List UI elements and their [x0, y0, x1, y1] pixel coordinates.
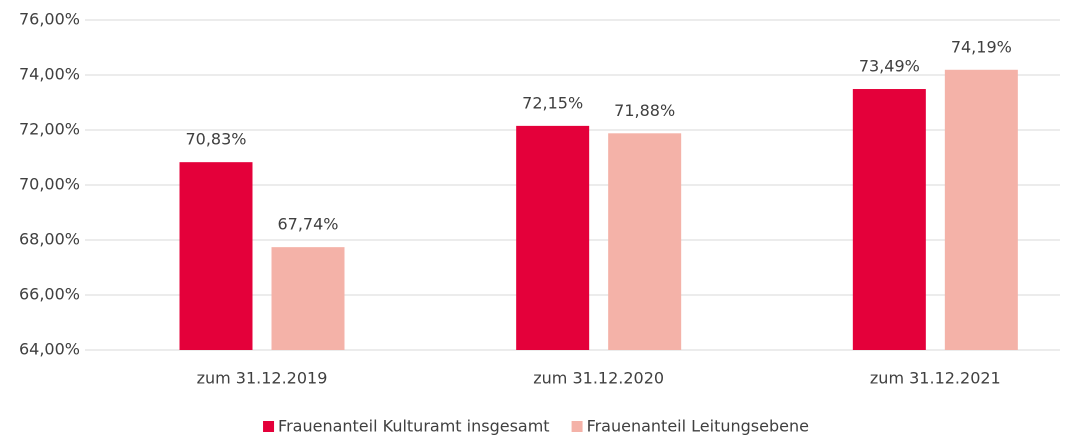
data-label: 67,74% — [277, 215, 338, 234]
bar — [852, 89, 926, 351]
legend-swatch — [571, 421, 583, 432]
data-label: 70,83% — [185, 130, 246, 149]
y-tick-label: 70,00% — [19, 175, 80, 194]
y-tick-label: 74,00% — [19, 65, 80, 84]
y-tick-label: 72,00% — [19, 120, 80, 139]
x-tick-label: zum 31.12.2021 — [870, 369, 1001, 388]
x-tick-label: zum 31.12.2019 — [197, 369, 328, 388]
data-label: 74,19% — [951, 37, 1012, 56]
bar — [944, 69, 1018, 351]
bar — [179, 162, 253, 350]
data-label: 72,15% — [522, 93, 583, 112]
y-tick-label: 76,00% — [19, 10, 80, 29]
y-tick-label: 64,00% — [19, 340, 80, 359]
bar — [516, 125, 590, 350]
y-tick-label: 68,00% — [19, 230, 80, 249]
legend-label: Frauenanteil Leitungsebene — [587, 417, 809, 436]
y-tick-label: 66,00% — [19, 285, 80, 304]
bar — [608, 133, 682, 350]
data-label: 71,88% — [614, 101, 675, 120]
data-label: 73,49% — [859, 57, 920, 76]
x-tick-label: zum 31.12.2020 — [533, 369, 664, 388]
legend-label: Frauenanteil Kulturamt insgesamt — [278, 417, 550, 436]
legend-swatch — [263, 421, 275, 432]
bar — [271, 247, 345, 350]
